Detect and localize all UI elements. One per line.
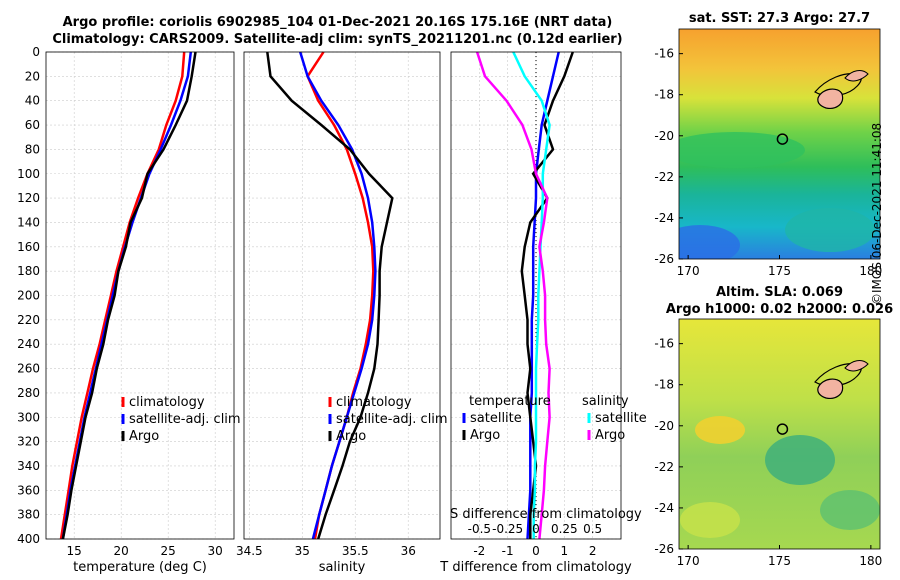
temp-xlabel: temperature (deg C) xyxy=(73,560,207,575)
diff-series-s-argo xyxy=(475,51,551,540)
diff-frame xyxy=(450,51,622,540)
sal-xtick-label: 35 xyxy=(295,544,310,558)
sla_map-ytick-label: -24 xyxy=(654,501,674,515)
sal-series-satellite-adj-clim xyxy=(299,51,377,540)
temp-ytick-label: 340 xyxy=(17,459,40,473)
figure-title-line1: Argo profile: coriolis 6902985_104 01-De… xyxy=(62,15,613,30)
figure-title-line2: Climatology: CARS2009. Satellite-adj cli… xyxy=(52,32,623,47)
sal-legend-label: Argo xyxy=(336,429,366,444)
temp-ytick-label: 120 xyxy=(17,191,40,205)
temp-legend-label: satellite-adj. clim xyxy=(129,412,241,427)
temp-xtick-label: 25 xyxy=(161,544,176,558)
diff-x2tick-label: -0.25 xyxy=(492,522,523,536)
temp-xtick-label: 30 xyxy=(208,544,223,558)
sal-xtick-label: 35.5 xyxy=(342,544,369,558)
temp-ytick-label: 400 xyxy=(17,532,40,546)
sal-xlabel: salinity xyxy=(319,560,366,575)
sst_map-ytick-label: -24 xyxy=(654,211,674,225)
sst_map-argo-marker xyxy=(776,133,789,145)
sla_map-title: Altim. SLA: 0.069 xyxy=(716,285,843,300)
temp-ytick-label: 140 xyxy=(17,215,40,229)
sla_map-ytick-label: -16 xyxy=(654,337,674,351)
temp-ytick-label: 0 xyxy=(32,45,40,59)
sal-legend-label: climatology xyxy=(336,395,412,410)
diff-x2tick-label: 0.5 xyxy=(583,522,602,536)
temp-xtick-label: 15 xyxy=(67,544,82,558)
sal-xtick-label: 36 xyxy=(401,544,416,558)
diff-series-s-satellite xyxy=(512,51,551,539)
sla-island-outline-2 xyxy=(817,378,844,399)
temp-ytick-label: 60 xyxy=(25,118,40,132)
temp-ytick-label: 180 xyxy=(17,264,40,278)
diff-legend-t-label: Argo xyxy=(470,428,500,443)
temp-legend-label: Argo xyxy=(129,429,159,444)
diff-x2label: S difference from climatology xyxy=(450,507,642,522)
temp-ytick-label: 200 xyxy=(17,289,40,303)
temp-ytick-label: 280 xyxy=(17,386,40,400)
diff-x2tick-label: 0.25 xyxy=(551,522,578,536)
temp-ytick-label: 260 xyxy=(17,362,40,376)
diff-legend-t-title: temperature xyxy=(469,394,551,409)
sst_map-xtick-label: 175 xyxy=(768,264,791,278)
sal-xtick-label: 34.5 xyxy=(236,544,263,558)
sla_map-xtick-label: 170 xyxy=(677,554,700,568)
sst_map-xtick-label: 180 xyxy=(859,264,882,278)
temp-ytick-label: 320 xyxy=(17,435,40,449)
sst_map-ytick-label: -16 xyxy=(654,47,674,61)
sla_map-subtitle: Argo h1000: 0.02 h2000: 0.026 xyxy=(666,302,893,317)
temp-ytick-label: 80 xyxy=(25,142,40,156)
sst_map-ytick-label: -22 xyxy=(654,170,674,184)
sst_map-ytick-label: -18 xyxy=(654,88,674,102)
temp-ytick-label: 160 xyxy=(17,240,40,254)
temp-ytick-label: 20 xyxy=(25,69,40,83)
diff-legend-s-label: satellite xyxy=(595,411,647,426)
temp-legend-label: climatology xyxy=(129,395,205,410)
sla_map-xtick-label: 180 xyxy=(859,554,882,568)
copyright-stamp: ©IMOS 06-Dec-2021 11:41:08 xyxy=(870,122,884,305)
diff-xtick-label: -2 xyxy=(473,544,485,558)
temp-ytick-label: 240 xyxy=(17,337,40,351)
temp-ytick-label: 360 xyxy=(17,483,40,497)
sst_map-ytick-label: -20 xyxy=(654,129,674,143)
diff-x2tick-label: -0.5 xyxy=(468,522,491,536)
temp-xtick-label: 20 xyxy=(114,544,129,558)
sst-island-outline-3 xyxy=(844,70,869,82)
sal-frame xyxy=(243,51,441,540)
diff-legend-s-title: salinity xyxy=(582,394,629,409)
diff-xlabel: T difference from climatology xyxy=(439,560,632,575)
temp-ytick-label: 300 xyxy=(17,410,40,424)
sla_map-ytick-label: -26 xyxy=(654,542,674,556)
sla_map-xtick-label: 175 xyxy=(768,554,791,568)
sst-map-field xyxy=(679,29,880,259)
sla-island-outline-3 xyxy=(844,360,869,372)
diff-series-t-satellite xyxy=(526,51,560,540)
diff-xtick-label: -1 xyxy=(502,544,514,558)
temp-series-climatology xyxy=(59,51,186,540)
temp-ytick-label: 380 xyxy=(17,508,40,522)
diff-xtick-label: 2 xyxy=(589,544,597,558)
diff-x2tick-label: 0 xyxy=(532,522,540,536)
sla_map-ytick-label: -20 xyxy=(654,419,674,433)
diff-xtick-label: 1 xyxy=(561,544,569,558)
sst-island-outline-2 xyxy=(817,88,844,109)
temp-series-argo xyxy=(61,51,197,540)
temp-ytick-label: 100 xyxy=(17,167,40,181)
temp-ytick-label: 40 xyxy=(25,94,40,108)
sal-series-argo xyxy=(266,51,394,540)
sla_map-argo-marker xyxy=(776,423,789,435)
sst_map-xtick-label: 170 xyxy=(677,264,700,278)
temp-frame xyxy=(45,51,235,540)
diff-legend-t-label: satellite xyxy=(470,411,522,426)
diff-legend-s-label: Argo xyxy=(595,428,625,443)
sla_map-ytick-label: -18 xyxy=(654,378,674,392)
diff-xtick-label: 0 xyxy=(532,544,540,558)
sst_map-title: sat. SST: 27.3 Argo: 27.7 xyxy=(689,11,870,26)
sla_map-ytick-label: -22 xyxy=(654,460,674,474)
sal-legend-label: satellite-adj. clim xyxy=(336,412,448,427)
sst_map-ytick-label: -26 xyxy=(654,252,674,266)
temp-ytick-label: 220 xyxy=(17,313,40,327)
